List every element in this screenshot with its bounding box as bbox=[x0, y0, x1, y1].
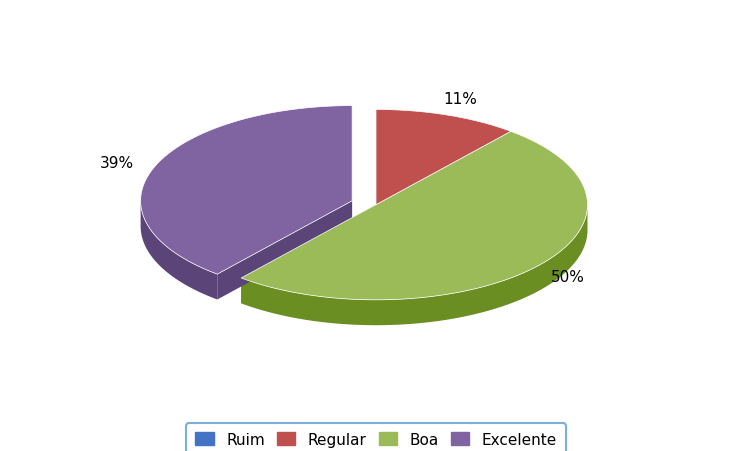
Polygon shape bbox=[141, 202, 217, 300]
Text: 50%: 50% bbox=[551, 269, 585, 284]
Polygon shape bbox=[217, 201, 352, 300]
Polygon shape bbox=[241, 132, 587, 300]
Polygon shape bbox=[376, 132, 511, 230]
Text: 39%: 39% bbox=[100, 156, 135, 171]
Polygon shape bbox=[141, 106, 352, 275]
Text: 11%: 11% bbox=[444, 92, 478, 107]
Polygon shape bbox=[241, 205, 376, 304]
Polygon shape bbox=[376, 132, 511, 230]
Polygon shape bbox=[376, 110, 511, 205]
Polygon shape bbox=[241, 206, 587, 326]
Legend: Ruim, Regular, Boa, Excelente: Ruim, Regular, Boa, Excelente bbox=[186, 423, 566, 451]
